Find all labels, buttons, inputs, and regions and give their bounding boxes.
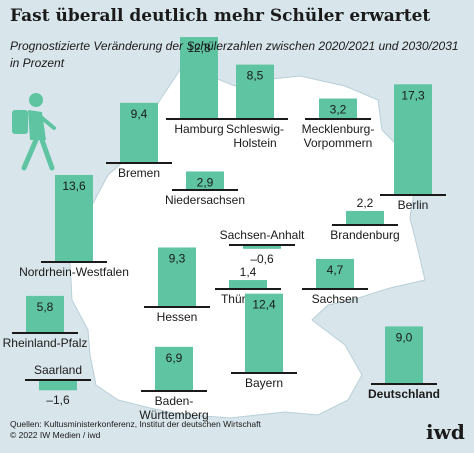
bar-group-berlin: 17,3 Berlin [380, 84, 446, 212]
category-label-mecklenburg-vorpommern-1: Mecklenburg- [302, 122, 375, 136]
bar-th-ringen [229, 280, 267, 289]
source-note: Quellen: Kultusministerkonferenz, Instit… [10, 419, 261, 441]
bar-berlin [394, 84, 432, 195]
bar-nordrhein-westfalen [55, 174, 93, 262]
category-label-schleswig-holstein-1: Schleswig- [226, 122, 284, 136]
value-label-hessen: 9,3 [169, 251, 186, 265]
bar-niedersachsen [186, 171, 224, 190]
bar-group-nordrhein-westfalen: 13,6 Nordrhein-Westfalen [19, 174, 129, 279]
source-line-1: Quellen: Kultusministerkonferenz, Instit… [10, 419, 261, 429]
category-label-hamburg: Hamburg [174, 122, 223, 136]
bar-group-hessen: 9,3 Hessen [144, 247, 210, 324]
category-label-sachsen: Sachsen [312, 292, 359, 306]
bar-group-deutschland: 9,0 Deutschland [368, 326, 440, 401]
bar-group-baden-w-rttemberg: 6,9 Baden-Württemberg [139, 346, 209, 422]
bar-group-sachsen-anhalt: –0,6 Sachsen-Anhalt [220, 228, 305, 266]
category-label-nordrhein-westfalen: Nordrhein-Westfalen [19, 265, 129, 279]
value-label-bayern: 12,4 [252, 298, 276, 312]
value-label-niedersachsen: 2,9 [197, 175, 214, 189]
value-label-hamburg: 12,8 [187, 41, 211, 55]
bar-hamburg [180, 37, 218, 119]
bar-baden-w-rttemberg [155, 346, 193, 391]
bar-group-bremen: 9,4 Bremen [106, 102, 172, 180]
value-label-saarland: –1,6 [46, 393, 70, 407]
value-label-sachsen: 4,7 [327, 263, 344, 277]
bar-group-brandenburg: 2,2 Brandenburg [330, 196, 399, 242]
bar-brandenburg [346, 210, 384, 225]
bar-group-bayern: 12,4 Bayern [231, 293, 297, 390]
category-label-berlin: Berlin [398, 198, 429, 212]
value-label-brandenburg: 2,2 [357, 196, 374, 210]
value-label-mecklenburg-vorpommern: 3,2 [330, 103, 347, 117]
bar-group-schleswig-holstein: 8,5 Schleswig-Holstein [222, 64, 288, 150]
category-label-niedersachsen: Niedersachsen [165, 193, 245, 207]
bar-group-sachsen: 4,7 Sachsen [302, 258, 368, 306]
chart-title: Fast überall deutlich mehr Schüler erwar… [10, 6, 431, 26]
walking-student-icon [12, 93, 56, 171]
bar-group-niedersachsen: 2,9 Niedersachsen [165, 171, 245, 207]
value-label-baden-w-rttemberg: 6,9 [166, 351, 183, 365]
bar-group-rheinland-pfalz: 5,8 Rheinland-Pfalz [3, 295, 88, 350]
bar-bayern [245, 293, 283, 373]
bar-rheinland-pfalz [26, 295, 64, 333]
category-label-bremen: Bremen [118, 166, 160, 180]
subtitle-line-1: Prognostizierte Veränderung der Schülerz… [10, 39, 459, 53]
category-label-bayern: Bayern [245, 376, 283, 390]
bar-hessen [158, 247, 196, 307]
value-label-rheinland-pfalz: 5,8 [37, 300, 54, 314]
category-label-mecklenburg-vorpommern-2: Vorpommern [304, 136, 373, 150]
subtitle-line-2: in Prozent [10, 56, 65, 70]
bar-deutschland [385, 326, 423, 384]
category-label-deutschland: Deutschland [368, 387, 440, 401]
bar-saarland [39, 380, 77, 391]
category-label-rheinland-pfalz: Rheinland-Pfalz [3, 336, 88, 350]
bar-schleswig-holstein [236, 64, 274, 119]
value-label-deutschland: 9,0 [396, 330, 413, 344]
value-label-schleswig-holstein: 8,5 [247, 69, 264, 83]
bar-group-mecklenburg-vorpommern: 3,2 Mecklenburg-Vorpommern [302, 98, 375, 150]
chart-subtitle: Prognostizierte Veränderung der Schülerz… [10, 38, 470, 72]
bar-sachsen-anhalt [243, 245, 281, 249]
category-label-brandenburg: Brandenburg [330, 228, 399, 242]
value-label-sachsen-anhalt: –0,6 [250, 252, 274, 266]
category-label-sachsen-anhalt: Sachsen-Anhalt [220, 228, 305, 242]
source-line-2: © 2022 IW Medien / iwd [10, 430, 101, 440]
bar-sachsen [316, 258, 354, 289]
value-label-nordrhein-westfalen: 13,6 [62, 179, 86, 193]
value-label-bremen: 9,4 [131, 107, 148, 121]
value-label-berlin: 17,3 [401, 88, 425, 102]
category-label-schleswig-holstein-2: Holstein [233, 136, 276, 150]
bar-group-saarland: –1,6 Saarland [25, 363, 91, 407]
value-label-th-ringen: 1,4 [240, 265, 257, 279]
iwd-logo: iwd [426, 420, 465, 444]
category-label-hessen: Hessen [157, 310, 198, 324]
bar-mecklenburg-vorpommern [319, 98, 357, 119]
bar-bremen [120, 102, 158, 163]
category-label-saarland: Saarland [34, 363, 82, 377]
bar-group-hamburg: 12,8 Hamburg [166, 37, 232, 136]
category-label-baden-w-rttemberg-2: Württemberg [139, 408, 208, 422]
category-label-baden-w-rttemberg-1: Baden- [155, 394, 194, 408]
